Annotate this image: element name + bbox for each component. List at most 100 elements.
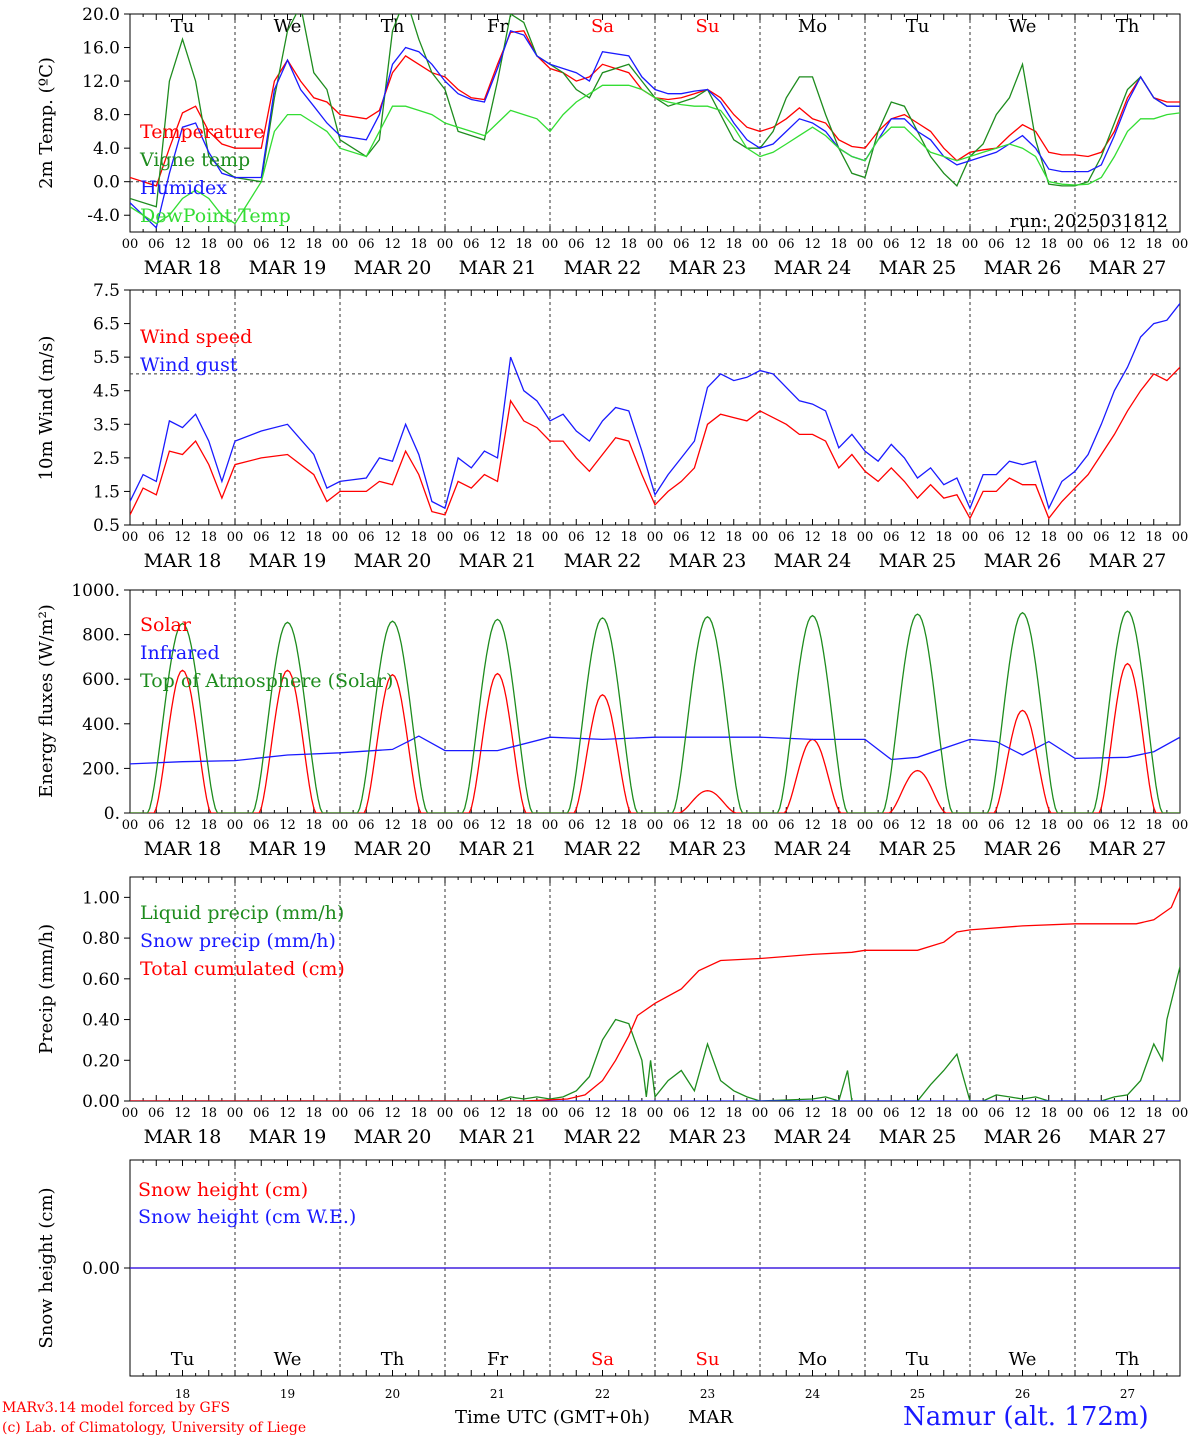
y-tick-label: 0.00 bbox=[82, 1259, 120, 1279]
x-hour-label: 12 bbox=[594, 530, 611, 545]
x-hour-label: 12 bbox=[699, 237, 716, 252]
x-hour-label: 00 bbox=[857, 1106, 874, 1121]
x-hour-label: 00 bbox=[752, 818, 769, 833]
y-axis-label: 2m Temp. (ºC) bbox=[36, 57, 57, 189]
x-hour-label: 00 bbox=[647, 530, 664, 545]
x-hour-label: 18 bbox=[200, 818, 217, 833]
day-number-label: 22 bbox=[595, 1387, 610, 1401]
x-hour-label: 00 bbox=[437, 1106, 454, 1121]
x-hour-label: 18 bbox=[1040, 818, 1057, 833]
y-tick-label: 0.00 bbox=[82, 1092, 120, 1112]
legend-entry: Temperature bbox=[140, 121, 264, 143]
series-line-dewpoint-temp bbox=[130, 84, 1180, 225]
series-line-wind-gust bbox=[130, 303, 1180, 511]
x-hour-label: 00 bbox=[1172, 818, 1189, 833]
x-hour-label: 12 bbox=[804, 818, 821, 833]
x-hour-label: 06 bbox=[1093, 237, 1110, 252]
x-hour-label: 06 bbox=[148, 237, 165, 252]
day-name-label: Th bbox=[381, 1349, 405, 1370]
x-hour-label: 00 bbox=[857, 530, 874, 545]
x-hour-label: 12 bbox=[174, 818, 191, 833]
run-label: run: 2025031812 bbox=[1010, 211, 1168, 232]
series-line-top-of-atmosphere-solar bbox=[130, 610, 1180, 813]
day-name-label: We bbox=[274, 1349, 302, 1370]
x-hour-label: 00 bbox=[122, 1106, 139, 1121]
x-date-label: MAR 19 bbox=[249, 838, 327, 860]
legend-entry: Snow height (cm W.E.) bbox=[138, 1206, 356, 1228]
x-hour-label: 06 bbox=[148, 818, 165, 833]
x-hour-label: 18 bbox=[620, 530, 637, 545]
x-date-label: MAR 21 bbox=[459, 838, 537, 860]
x-hour-label: 18 bbox=[1145, 818, 1162, 833]
x-hour-label: 18 bbox=[935, 818, 952, 833]
y-tick-label: 1.00 bbox=[82, 888, 120, 908]
legend-entry: Wind gust bbox=[140, 354, 238, 376]
x-hour-label: 18 bbox=[620, 237, 637, 252]
x-date-label: MAR 20 bbox=[354, 838, 432, 860]
x-hour-label: 06 bbox=[883, 530, 900, 545]
day-number-label: 23 bbox=[700, 1387, 715, 1401]
x-hour-label: 18 bbox=[935, 530, 952, 545]
x-hour-label: 00 bbox=[227, 1106, 244, 1121]
station-name: Namur (alt. 172m) bbox=[903, 1402, 1149, 1432]
x-date-label: MAR 23 bbox=[669, 1126, 747, 1148]
x-hour-label: 00 bbox=[1067, 1106, 1084, 1121]
y-tick-label: 800. bbox=[82, 626, 120, 646]
x-date-label: MAR 20 bbox=[354, 1126, 432, 1148]
day-number-label: 19 bbox=[280, 1387, 295, 1401]
x-hour-label: 12 bbox=[1014, 530, 1031, 545]
x-hour-label: 00 bbox=[122, 530, 139, 545]
x-hour-label: 00 bbox=[962, 818, 979, 833]
y-tick-label: 4.5 bbox=[93, 382, 120, 402]
day-name-label: We bbox=[274, 16, 302, 37]
x-hour-label: 00 bbox=[542, 818, 559, 833]
x-hour-label: 12 bbox=[489, 818, 506, 833]
day-number-label: 20 bbox=[385, 1387, 400, 1401]
legend-entry: Vigne temp bbox=[139, 149, 250, 171]
y-tick-label: 16.0 bbox=[82, 39, 120, 59]
x-hour-label: 00 bbox=[962, 1106, 979, 1121]
y-tick-label: 1.5 bbox=[93, 482, 120, 502]
series-line-total-cumulated-cm bbox=[130, 886, 1180, 1101]
x-hour-label: 00 bbox=[752, 530, 769, 545]
x-date-label: MAR 25 bbox=[879, 838, 957, 860]
x-hour-label: 06 bbox=[568, 1106, 585, 1121]
legend-entry: Solar bbox=[140, 614, 192, 636]
legend-entry: Snow precip (mm/h) bbox=[140, 930, 336, 952]
x-hour-label: 18 bbox=[305, 530, 322, 545]
x-hour-label: 12 bbox=[909, 530, 926, 545]
legend-entry: Top of Atmosphere (Solar) bbox=[140, 670, 393, 692]
x-hour-label: 00 bbox=[122, 818, 139, 833]
x-hour-label: 06 bbox=[883, 237, 900, 252]
x-hour-label: 00 bbox=[437, 818, 454, 833]
legend-entry: Humidex bbox=[140, 177, 227, 199]
x-date-label: MAR 18 bbox=[144, 550, 222, 572]
x-date-label: MAR 20 bbox=[354, 550, 432, 572]
y-tick-label: 0.80 bbox=[82, 929, 120, 949]
x-hour-label: 00 bbox=[857, 237, 874, 252]
x-hour-label: 06 bbox=[358, 818, 375, 833]
y-tick-label: 600. bbox=[82, 670, 120, 690]
x-date-label: MAR 22 bbox=[564, 550, 642, 572]
day-number-label: 26 bbox=[1015, 1387, 1030, 1401]
x-date-label: MAR 23 bbox=[669, 257, 747, 279]
day-number-label: 25 bbox=[910, 1387, 925, 1401]
x-date-label: MAR 19 bbox=[249, 550, 327, 572]
x-date-label: MAR 27 bbox=[1089, 838, 1167, 860]
x-hour-label: 18 bbox=[515, 237, 532, 252]
x-date-label: MAR 24 bbox=[774, 550, 852, 572]
x-hour-label: 06 bbox=[778, 1106, 795, 1121]
x-hour-label: 00 bbox=[227, 237, 244, 252]
day-name-label: Su bbox=[696, 16, 720, 37]
x-hour-label: 06 bbox=[778, 237, 795, 252]
day-name-label: Sa bbox=[591, 1349, 614, 1370]
x-date-label: MAR 26 bbox=[984, 550, 1062, 572]
x-hour-label: 12 bbox=[489, 237, 506, 252]
x-date-label: MAR 19 bbox=[249, 1126, 327, 1148]
x-hour-label: 00 bbox=[647, 237, 664, 252]
day-name-label: Tu bbox=[906, 16, 930, 37]
legend-entry: Infrared bbox=[140, 642, 220, 664]
x-hour-label: 18 bbox=[1145, 237, 1162, 252]
x-hour-label: 00 bbox=[1172, 530, 1189, 545]
x-hour-label: 18 bbox=[1040, 1106, 1057, 1121]
